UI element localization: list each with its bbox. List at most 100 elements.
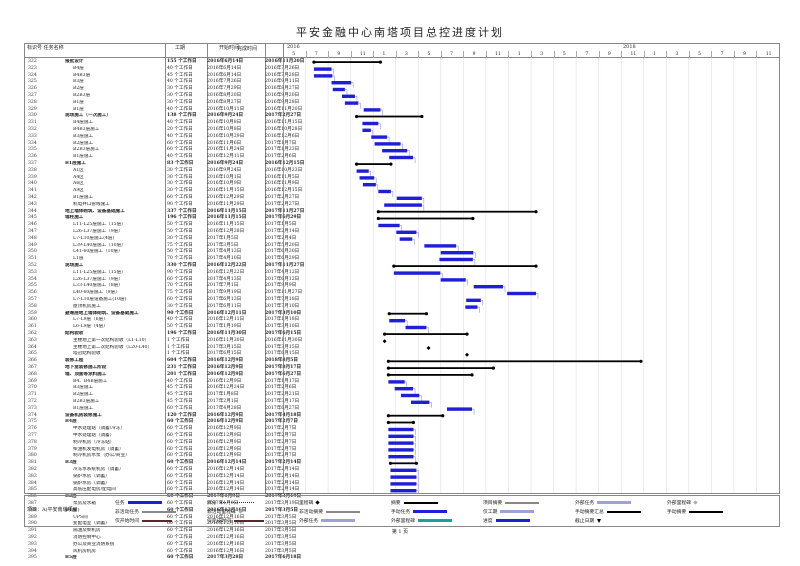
task-row[interactable]: 325 B3层 40 个工作日 2016年7月26日 2016年9月11日: [25, 79, 779, 86]
task-bar[interactable]: [394, 387, 414, 391]
task-row[interactable]: 366 装修工程 604 个工作日 2016年12月9日 2018年8月5日: [25, 358, 779, 365]
task-bar[interactable]: [331, 81, 352, 85]
task-bar[interactable]: [440, 251, 474, 255]
task-row[interactable]: 364 主楼地上第二次结构验收（L20-L40） 1 个工作日 2017年3月15日 2…: [25, 345, 779, 352]
task-row[interactable]: 358 屋顶机房施工 30 个工作日 2017年6月11日 2017年7月10日: [25, 304, 779, 311]
task-bar[interactable]: [382, 149, 408, 153]
task-bar[interactable]: [439, 257, 473, 262]
task-bar[interactable]: [344, 101, 359, 105]
task-bar[interactable]: [424, 244, 457, 248]
task-bar[interactable]: [390, 468, 417, 472]
task-bar[interactable]: [388, 434, 414, 438]
task-row[interactable]: 328 B1层 30 个工作日 2016年8月27日 2016年9月28日: [25, 100, 779, 107]
task-row[interactable]: 387 泵房及水箱 60 个工作日 2017年1月9日 2017年3月19日: [25, 501, 779, 508]
task-row[interactable]: 326 B2层 30 个工作日 2016年7月29日 2016年8月27日: [25, 86, 779, 93]
milestone-marker[interactable]: [426, 346, 431, 350]
task-row[interactable]: 379 柴油机发电机房（调蓄） 60 个工作日 2016年12月9日 2017年2月7日: [25, 447, 779, 454]
task-bar[interactable]: [384, 203, 422, 207]
task-row[interactable]: 357 L7-L10层设备施工(10层) 60 个工作日 2017年6月13日 2017…: [25, 297, 779, 304]
task-bar[interactable]: [390, 489, 417, 493]
task-bar[interactable]: [374, 142, 401, 146]
task-bar[interactable]: [396, 230, 417, 234]
task-row[interactable]: 384 锅炉水房（调蓄） 60 个工作日 2016年12月14日 2017年2月14日: [25, 481, 779, 488]
task-row[interactable]: 352 现场施工 330 个工作日 2016年12月22日 2017年11月27日: [25, 263, 779, 270]
task-row[interactable]: 331 B4层施工 40 个工作日 2016年10月8日 2016年11月15日: [25, 120, 779, 127]
task-row[interactable]: 378 制冷机房（冷冻站） 60 个工作日 2016年12月9日 2017年2月7日: [25, 440, 779, 447]
task-row[interactable]: 363 主楼地上第一次结构验收（L1-L10） 1 个工作日 2016年11月30日 2…: [25, 338, 779, 345]
task-row[interactable]: 377 中水处理站（调蓄） 60 个工作日 2016年12月9日 2017年2月7日: [25, 433, 779, 440]
task-bar[interactable]: [388, 380, 405, 384]
summary-bar[interactable]: [388, 360, 641, 363]
task-bar[interactable]: [371, 135, 388, 139]
task-row[interactable]: 335 B2B3层施工 60 个工作日 2016年11月24日 2017年1月23日: [25, 147, 779, 154]
task-row[interactable]: 392 消防控制中心 60 个工作日 2016年12月16日 2017年3月5日: [25, 535, 779, 542]
task-row[interactable]: 371 B2层施工 45 个工作日 2017年1月8日 2017年2月21日: [25, 392, 779, 399]
task-row[interactable]: 393 办公及商业消防系统 60 个工作日 2016年12月16日 2017年3月5日: [25, 542, 779, 549]
task-row[interactable]: 347 L26-L37层施工（9层） 50 个工作日 2016年12月28日 2017年…: [25, 229, 779, 236]
task-bar[interactable]: [466, 298, 481, 302]
task-bar[interactable]: [440, 278, 466, 282]
task-row[interactable]: 348 L7-L10层施工(4层) 30 个工作日 2017年1月5日 2017年2月4…: [25, 236, 779, 243]
task-bar[interactable]: [359, 176, 375, 180]
summary-bar[interactable]: [356, 115, 422, 118]
task-bar[interactable]: [389, 319, 406, 323]
task-row[interactable]: 391 隔油及柴机房 60 个工作日 2016年12月16日 2017年3月5日: [25, 528, 779, 535]
task-row[interactable]: 395 B5层 60 个工作日 2017年3月28日 2017年6月18日: [25, 555, 779, 562]
task-row[interactable]: 373 B1层施工 60 个工作日 2017年4月28日 2017年6月27日: [25, 406, 779, 413]
summary-bar[interactable]: [388, 367, 494, 369]
summary-bar[interactable]: [313, 61, 381, 63]
task-bar[interactable]: [388, 455, 414, 459]
task-row[interactable]: 361 L6-L9层（4层） 50 个工作日 2017年1月19日 2017年3月10日: [25, 324, 779, 331]
task-bar[interactable]: [446, 407, 473, 411]
task-bar[interactable]: [388, 427, 414, 432]
task-row[interactable]: 390 变配电室（调蓄） 60 个工作日 2016年12月16日 2017年3月5日: [25, 521, 779, 528]
task-row[interactable]: 389 UPS间 60 个工作日 2016年12月16日 2017年3月5日: [25, 515, 779, 522]
task-row[interactable]: 386 B2层 60 个工作日 2017年1月9日 2017年3月19日: [25, 494, 779, 501]
task-row[interactable]: 342 B1层施工 60 个工作日 2016年12月29日 2017年2月27日: [25, 195, 779, 202]
task-row[interactable]: 388 B1层 60 个工作日 2016年12月16日 2017年3月5日: [25, 508, 779, 515]
task-row[interactable]: 334 B2层施工 60 个工作日 2016年11月6日 2017年1月7日: [25, 141, 779, 148]
task-row[interactable]: 376 中水处理站（调蓄/冷冻） 60 个工作日 2016年12月9日 2017年2月7…: [25, 426, 779, 433]
task-row[interactable]: 385 高低压配电房/配电间 60 个工作日 2016年12月14日 2017年2月14…: [25, 487, 779, 494]
task-row[interactable]: 341 A9区 30 个工作日 2016年11月15日 2016年12月15日: [25, 188, 779, 195]
task-row[interactable]: 336 B1层施工 40 个工作日 2016年12月11日 2017年2月6日: [25, 154, 779, 161]
task-row[interactable]: 356 L40-60层施工（9层） 75 个工作日 2017年9月19日 2017年11…: [25, 290, 779, 297]
task-row[interactable]: 340 A6区 30 个工作日 2016年10月9日 2016年11月9日: [25, 181, 779, 188]
summary-bar[interactable]: [384, 333, 468, 335]
task-row[interactable]: 333 B3层施工 40 个工作日 2016年10月29日 2016年12月6日: [25, 134, 779, 141]
task-row[interactable]: 382 冷冻水系统机房（调蓄） 60 个工作日 2016年12月14日 2017年2月1…: [25, 467, 779, 474]
task-bar[interactable]: [507, 291, 537, 296]
summary-bar[interactable]: [378, 210, 537, 213]
milestone-marker[interactable]: [382, 339, 387, 344]
summary-bar[interactable]: [388, 414, 443, 417]
milestone-marker[interactable]: [465, 352, 470, 357]
task-bar[interactable]: [378, 189, 391, 194]
task-bar[interactable]: [473, 285, 503, 289]
task-row[interactable]: 338 A1区 30 个工作日 2016年9月24日 2016年10月23日: [25, 168, 779, 175]
task-row[interactable]: 323 B4层 40 个工作日 2016年6月14日 2016年7月26日: [25, 66, 779, 73]
task-bar[interactable]: [362, 183, 376, 187]
task-row[interactable]: 372 B2B3层施工 45 个工作日 2017年2月1日 2017年3月17日: [25, 399, 779, 406]
task-row[interactable]: 322 报批设计 155 个工作日 2016年6月14日 2016年11月20日: [25, 59, 779, 66]
summary-bar[interactable]: [389, 312, 427, 315]
task-row[interactable]: 394 风机房机房 60 个工作日 2016年12月16日 2017年3月5日: [25, 549, 779, 556]
task-row[interactable]: 355 L33-L40层施工（8层） 70 个工作日 2017年7月1日 2017年9月…: [25, 283, 779, 290]
summary-bar[interactable]: [390, 462, 417, 465]
task-bar[interactable]: [341, 94, 355, 98]
task-row[interactable]: 339 A4区 30 个工作日 2016年10月1日 2016年11月5日: [25, 175, 779, 182]
task-bar[interactable]: [332, 87, 345, 92]
task-bar[interactable]: [313, 74, 333, 78]
summary-bar[interactable]: [356, 163, 391, 165]
task-bar[interactable]: [388, 441, 414, 445]
task-row[interactable]: 343 机电井口管线施工 90 个工作日 2016年11月29日 2017年2月27日: [25, 202, 779, 209]
task-row[interactable]: 337 B1层施工 83 个工作日 2016年9月24日 2016年12月15日: [25, 161, 779, 168]
summary-bar[interactable]: [388, 421, 414, 424]
task-row[interactable]: 369 B4、B4B层施工 40 个工作日 2016年12月9日 2017年1月17日: [25, 379, 779, 386]
task-row[interactable]: 332 B4B3层施工 20 个工作日 2016年10月8日 2016年10月28日: [25, 127, 779, 134]
task-row[interactable]: 354 L26-L37层施工（9层） 60 个工作日 2017年4月13日 2017年6…: [25, 277, 779, 284]
task-bar[interactable]: [378, 223, 400, 228]
task-row[interactable]: 350 L41-60层施工（10层） 50 个工作日 2017年4月13日 2017年6…: [25, 249, 779, 256]
summary-bar[interactable]: [393, 265, 537, 267]
task-bar[interactable]: [313, 67, 332, 71]
task-bar[interactable]: [363, 108, 381, 112]
